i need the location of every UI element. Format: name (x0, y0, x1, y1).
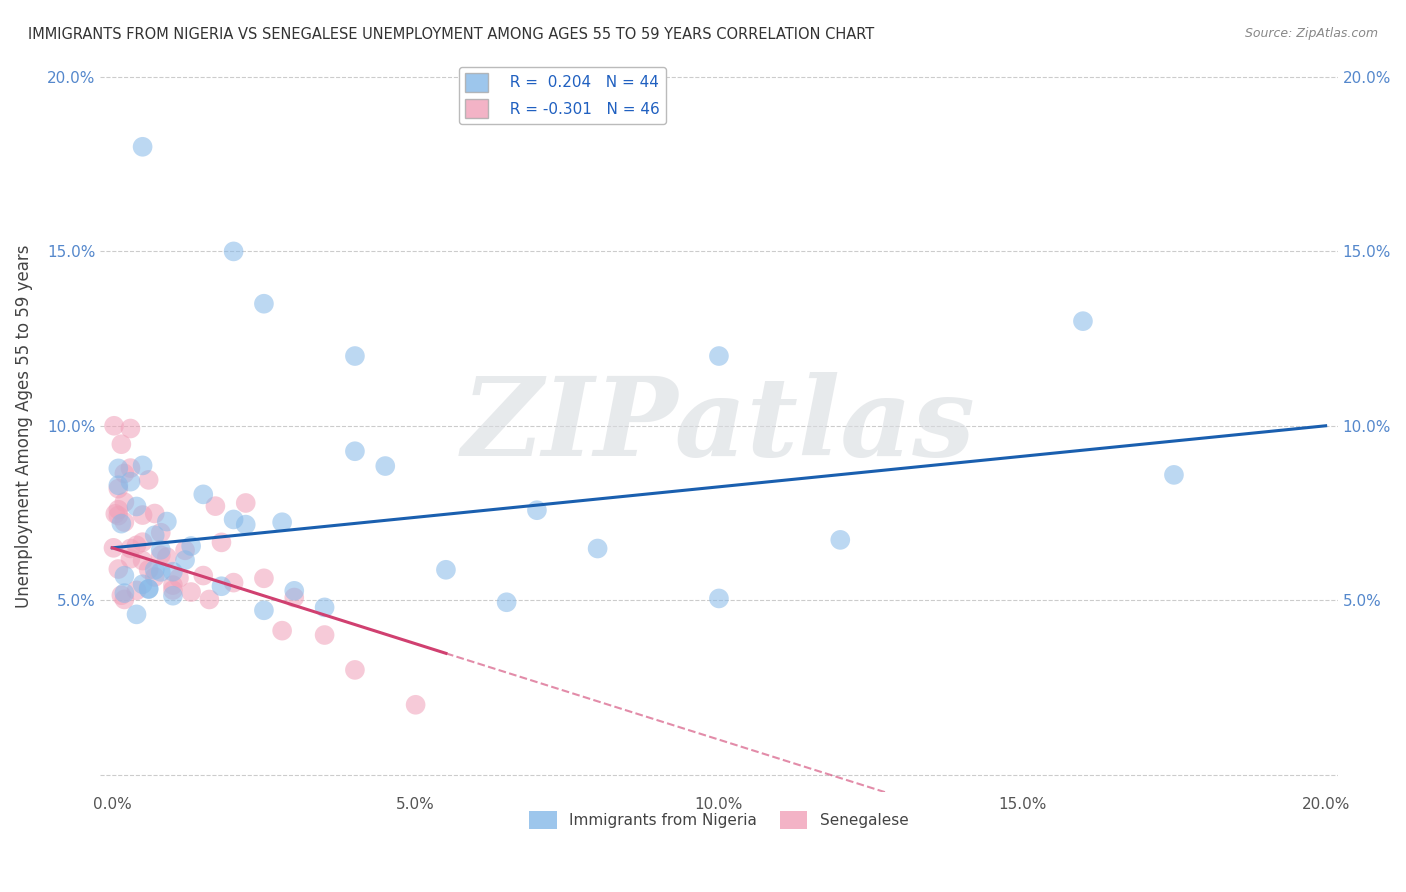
Point (120, 421, 142, 435)
Point (1163, 467, 1185, 482)
Point (162, 578, 184, 592)
Point (405, 698, 427, 712)
Point (131, 508, 153, 522)
Point (112, 495, 135, 509)
Point (283, 583, 305, 598)
Point (138, 582, 160, 596)
Point (167, 571, 190, 585)
Point (204, 499, 226, 513)
Point (495, 595, 517, 609)
Point (120, 551, 142, 566)
Point (125, 500, 148, 514)
Point (235, 517, 257, 532)
Point (138, 473, 160, 487)
Point (149, 525, 172, 540)
Point (180, 539, 202, 553)
Point (253, 571, 276, 585)
Point (131, 458, 153, 473)
Point (112, 586, 135, 600)
Point (107, 478, 129, 492)
Point (107, 562, 129, 576)
Point (110, 516, 132, 531)
Point (112, 568, 135, 582)
Point (1071, 314, 1094, 328)
Point (162, 582, 184, 597)
Point (125, 538, 148, 552)
Point (193, 568, 215, 582)
Point (707, 591, 730, 606)
Point (120, 541, 142, 556)
Point (149, 565, 172, 579)
Point (198, 592, 221, 607)
Point (156, 550, 179, 565)
Point (174, 553, 197, 567)
Point (180, 585, 202, 599)
Point (343, 444, 366, 458)
Point (131, 535, 153, 549)
Point (253, 603, 276, 617)
Point (131, 553, 153, 567)
Point (283, 591, 305, 605)
Point (235, 496, 257, 510)
Point (162, 589, 184, 603)
Point (149, 542, 172, 557)
Point (125, 607, 148, 622)
Point (103, 418, 125, 433)
Point (222, 244, 245, 259)
Point (707, 349, 730, 363)
Point (143, 528, 166, 542)
Point (107, 461, 129, 475)
Point (374, 458, 396, 473)
Text: ZIPatlas: ZIPatlas (463, 372, 976, 480)
Legend: Immigrants from Nigeria, Senegalese: Immigrants from Nigeria, Senegalese (523, 805, 914, 836)
Point (314, 628, 336, 642)
Point (138, 582, 160, 596)
Point (107, 482, 129, 496)
Point (110, 588, 132, 602)
Text: Source: ZipAtlas.com: Source: ZipAtlas.com (1244, 27, 1378, 40)
Point (110, 437, 132, 451)
Point (143, 563, 166, 577)
Point (271, 515, 294, 529)
Point (211, 535, 233, 549)
Point (271, 624, 294, 638)
Point (107, 508, 129, 523)
Point (120, 461, 142, 475)
Point (586, 541, 609, 556)
Point (526, 503, 548, 517)
Point (314, 600, 336, 615)
Point (104, 507, 127, 521)
Text: IMMIGRANTS FROM NIGERIA VS SENEGALESE UNEMPLOYMENT AMONG AGES 55 TO 59 YEARS COR: IMMIGRANTS FROM NIGERIA VS SENEGALESE UN… (28, 27, 875, 42)
Point (211, 579, 233, 593)
Point (174, 543, 197, 558)
Point (193, 487, 215, 501)
Point (112, 515, 135, 529)
Point (222, 575, 245, 590)
Point (156, 515, 179, 529)
Point (125, 583, 148, 598)
Point (131, 140, 153, 154)
Point (120, 475, 142, 489)
Point (343, 663, 366, 677)
Point (138, 563, 160, 577)
Point (107, 502, 129, 516)
Point (434, 563, 457, 577)
Point (343, 349, 366, 363)
Point (112, 592, 135, 607)
Point (112, 467, 135, 481)
Point (103, 541, 125, 555)
Point (162, 565, 184, 579)
Point (253, 296, 276, 310)
Point (830, 533, 852, 547)
Point (149, 549, 172, 563)
Point (222, 512, 245, 526)
Y-axis label: Unemployment Among Ages 55 to 59 years: Unemployment Among Ages 55 to 59 years (15, 244, 32, 607)
Point (143, 507, 166, 521)
Point (131, 577, 153, 591)
Point (143, 570, 166, 584)
